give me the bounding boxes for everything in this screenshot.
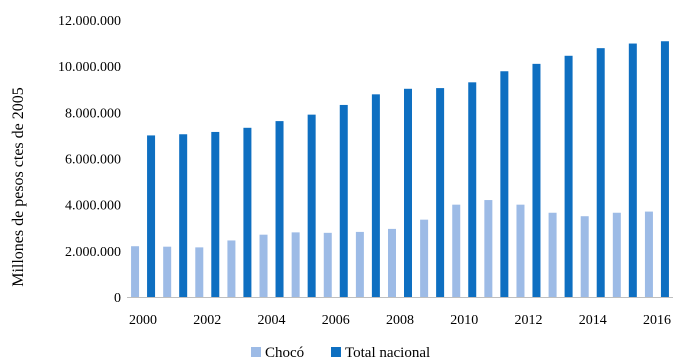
bar-total-nacional	[661, 41, 669, 297]
bar-total-nacional	[436, 88, 444, 297]
x-tick-label: 2016	[643, 313, 671, 328]
bar-choco	[613, 213, 621, 297]
x-tick-label: 2000	[129, 313, 157, 328]
bar-choco	[549, 213, 557, 297]
x-tick-label: 2002	[193, 313, 221, 328]
bar-choco	[516, 205, 524, 297]
bar-choco	[645, 212, 653, 297]
y-axis-title: Millones de pesos ctes de 2005	[10, 87, 27, 287]
bar-choco	[163, 247, 171, 297]
bar-choco	[292, 232, 300, 297]
bar-choco	[324, 233, 332, 297]
bar-total-nacional	[565, 56, 573, 297]
legend-swatch	[251, 347, 261, 357]
bar-total-nacional	[468, 82, 476, 297]
bar-total-nacional	[211, 132, 219, 297]
bar-total-nacional	[404, 89, 412, 297]
y-tick-label: 8.000.000	[65, 106, 121, 121]
bar-choco	[484, 200, 492, 297]
bar-total-nacional	[340, 105, 348, 297]
x-tick-label: 2014	[579, 313, 607, 328]
bar-total-nacional	[500, 71, 508, 297]
bar-choco	[227, 240, 235, 297]
bar-choco	[195, 247, 203, 297]
bar-total-nacional	[308, 115, 316, 297]
bar-total-nacional	[276, 121, 284, 297]
bar-choco	[452, 205, 460, 297]
y-tick-label: 4.000.000	[65, 199, 121, 214]
bar-total-nacional	[179, 134, 187, 297]
y-tick-label: 0	[114, 291, 121, 306]
y-tick-label: 6.000.000	[65, 153, 121, 168]
legend-item-choco: Chocó	[251, 345, 304, 361]
bar-total-nacional	[629, 44, 637, 297]
legend-item-total-nacional: Total nacional	[331, 345, 430, 361]
bar-choco	[260, 235, 268, 297]
x-tick-label: 2004	[258, 313, 286, 328]
bar-total-nacional	[597, 48, 605, 297]
x-tick-label: 2010	[450, 313, 478, 328]
bar-choco	[420, 220, 428, 297]
y-tick-label: 2.000.000	[65, 245, 121, 260]
legend-label: Chocó	[265, 345, 304, 361]
x-tick-label: 2012	[514, 313, 542, 328]
bar-choco	[388, 229, 396, 297]
bar-choco	[581, 216, 589, 297]
bar-choco	[131, 246, 139, 297]
bar-total-nacional	[372, 94, 380, 297]
y-tick-label: 10.000.000	[58, 60, 121, 75]
y-axis-ticks: 0 2.000.000 4.000.000 6.000.000 8.000.000 10.…	[58, 14, 121, 306]
bar-choco	[356, 232, 364, 297]
x-tick-label: 2008	[386, 313, 414, 328]
bar-total-nacional	[243, 128, 251, 297]
legend: Chocó Total nacional	[251, 345, 430, 361]
bar-total-nacional	[532, 64, 540, 297]
legend-label: Total nacional	[345, 345, 430, 361]
x-axis-ticks: 2000 2002 2004 2006 2008 2010 2012 2014 2016	[129, 313, 671, 328]
bar-series	[131, 41, 669, 297]
bar-total-nacional	[147, 135, 155, 297]
y-tick-label: 12.000.000	[58, 14, 121, 29]
x-tick-label: 2006	[322, 313, 350, 328]
legend-swatch	[331, 347, 341, 357]
